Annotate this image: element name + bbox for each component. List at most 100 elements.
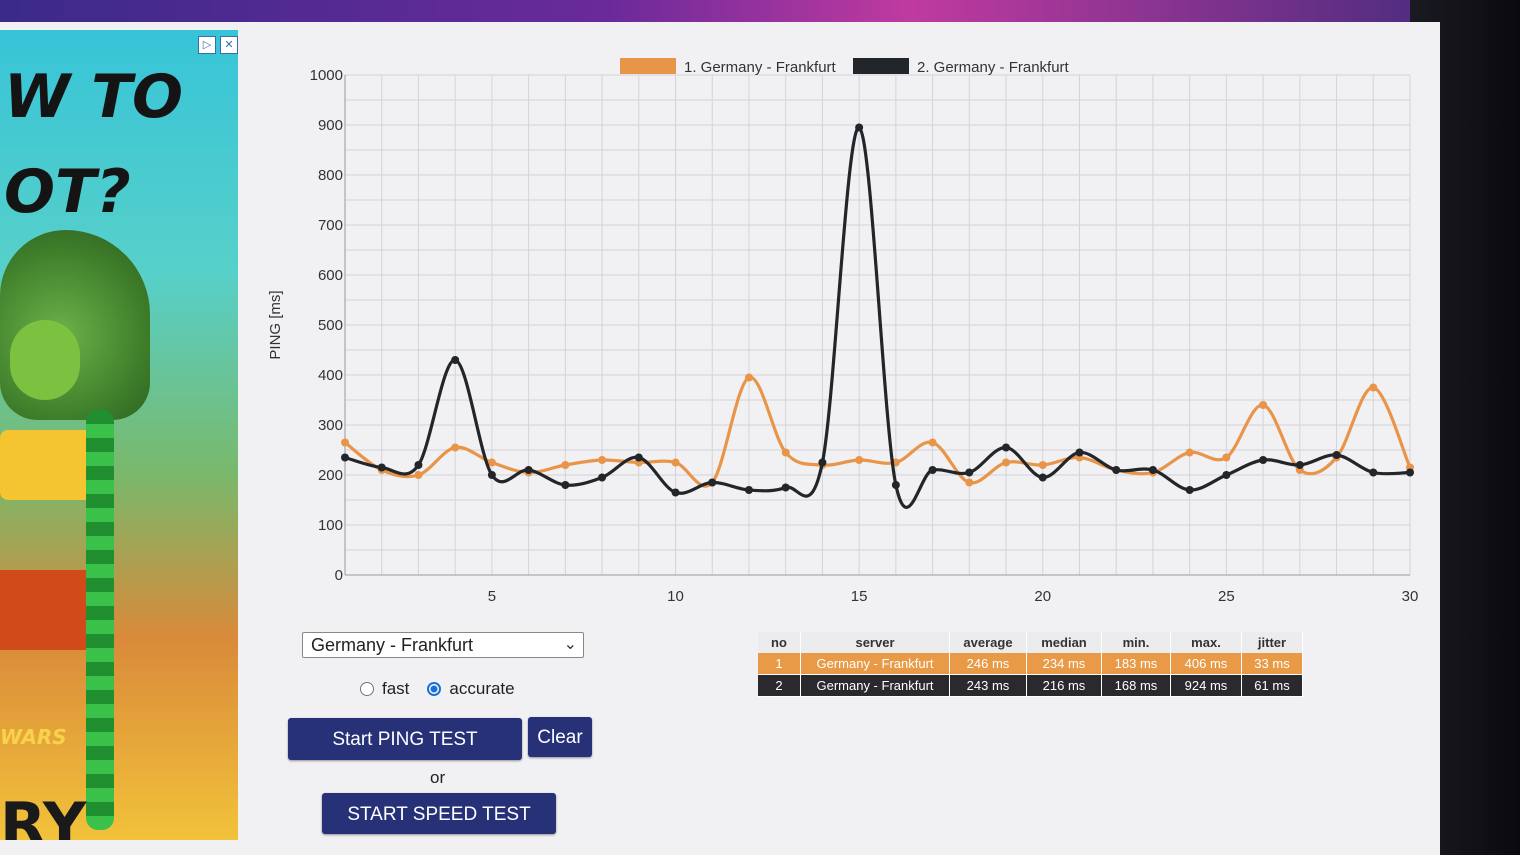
cell-min: 168 ms	[1101, 674, 1171, 697]
series-2-point	[928, 466, 937, 474]
col-no: no	[758, 632, 801, 653]
cell-no: 2	[758, 674, 801, 697]
chevron-down-icon: ⌄	[563, 636, 577, 653]
series-2-point	[341, 453, 349, 462]
ad-lava-block	[0, 570, 95, 650]
series-1-point	[781, 448, 790, 457]
col-min: min.	[1101, 632, 1171, 653]
series-line-1	[344, 375, 1412, 488]
radio-fast[interactable]	[360, 682, 374, 696]
advertisement[interactable]: W TO OT? ▷ ✕ WARS RY	[0, 30, 238, 840]
series-2-point	[1185, 486, 1194, 494]
series-1-point	[1222, 453, 1231, 462]
cell-max: 406 ms	[1170, 653, 1242, 675]
series-2-point	[818, 458, 827, 467]
cell-jitter: 61 ms	[1241, 674, 1303, 697]
series-1-point	[451, 443, 460, 452]
radio-fast-label: fast	[382, 679, 410, 698]
series-2-point	[1259, 456, 1268, 464]
legend-label-1: 1. Germany - Frankfurt	[684, 59, 837, 76]
x-tick-label: 20	[1034, 588, 1051, 605]
series-2-point	[781, 483, 790, 492]
series-1-point	[1038, 461, 1047, 469]
series-2-point	[744, 486, 753, 494]
series-2-point	[598, 473, 607, 482]
series-1-point	[598, 456, 607, 464]
results-table: no server average median min. max. jitte…	[758, 632, 1303, 697]
y-tick-label: 600	[318, 267, 343, 284]
series-2-point	[1406, 468, 1414, 477]
ad-character-face	[10, 320, 80, 400]
series-1-point	[1259, 401, 1268, 409]
series-2-point	[1112, 466, 1121, 474]
series-2-point	[377, 463, 386, 472]
legend-swatch-1	[620, 58, 676, 74]
cell-server: Germany - Frankfurt	[800, 653, 950, 675]
legend-swatch-2	[853, 58, 909, 74]
cell-min: 183 ms	[1101, 653, 1171, 675]
y-tick-label: 700	[318, 217, 343, 234]
clear-button[interactable]: Clear	[528, 717, 592, 757]
server-select-value: Germany - Frankfurt	[311, 635, 474, 655]
ad-vine	[86, 410, 114, 830]
series-2-point	[1295, 461, 1304, 469]
cell-median: 234 ms	[1026, 653, 1102, 675]
series-2-point	[708, 478, 717, 487]
cell-average: 243 ms	[949, 674, 1027, 697]
series-2-point	[524, 466, 533, 474]
y-tick-label: 1000	[310, 67, 343, 84]
series-1-point	[341, 438, 349, 447]
legend-label-2: 2. Germany - Frankfurt	[917, 59, 1070, 76]
series-2-point	[1332, 451, 1341, 459]
cell-jitter: 33 ms	[1241, 653, 1303, 675]
y-tick-label: 500	[318, 317, 343, 334]
start-speed-test-button[interactable]: START SPEED TEST	[322, 793, 556, 834]
x-tick-label: 30	[1402, 588, 1419, 605]
series-1-point	[1185, 448, 1194, 457]
col-jitter: jitter	[1241, 632, 1303, 653]
y-tick-label: 0	[335, 567, 343, 584]
x-tick-label: 5	[488, 588, 496, 605]
series-2-point	[1002, 443, 1011, 452]
y-tick-label: 800	[318, 167, 343, 184]
series-2-point	[451, 356, 460, 364]
mode-radio-group: fast accurate	[360, 676, 533, 702]
series-1-point	[744, 373, 753, 382]
y-tick-label: 200	[318, 467, 343, 484]
series-2-point	[965, 468, 974, 477]
y-axis-label: PING [ms]	[267, 290, 284, 359]
ad-info-icon[interactable]: ▷	[198, 36, 216, 54]
series-2-point	[891, 481, 900, 489]
series-1-point	[928, 438, 937, 447]
series-1-point	[1002, 458, 1011, 467]
ad-brand: WARS	[0, 725, 67, 749]
start-ping-test-button[interactable]: Start PING TEST	[288, 718, 522, 760]
ad-headline: W TO OT?	[4, 62, 184, 227]
cell-max: 924 ms	[1170, 674, 1242, 697]
ping-chart: 0 100 200 300 400 500 600 700 800 900 1000 5 10 15 20 2…	[245, 40, 1435, 620]
server-select[interactable]: Germany - Frankfurt ⌄	[302, 632, 584, 658]
series-2-point	[1148, 466, 1157, 474]
table-row: 2 Germany - Frankfurt 243 ms 216 ms 168 …	[758, 674, 1303, 697]
col-server: server	[800, 632, 950, 653]
series-2-point	[855, 123, 864, 132]
series-1-point	[1369, 383, 1378, 392]
series-1-point	[561, 461, 570, 469]
y-tick-label: 400	[318, 367, 343, 384]
cell-median: 216 ms	[1026, 674, 1102, 697]
col-max: max.	[1170, 632, 1242, 653]
x-tick-label: 10	[667, 588, 684, 605]
x-tick-label: 25	[1218, 588, 1235, 605]
series-1-point	[487, 458, 496, 467]
series-1-point	[414, 471, 423, 479]
radio-accurate[interactable]	[427, 682, 442, 696]
page	[0, 22, 1440, 855]
cell-average: 246 ms	[949, 653, 1027, 675]
y-tick-label: 100	[318, 517, 343, 534]
series-2-point	[1038, 473, 1047, 482]
series-1-point	[671, 458, 680, 467]
y-tick-label: 900	[318, 117, 343, 134]
cell-no: 1	[758, 653, 801, 675]
ad-close-icon[interactable]: ✕	[220, 36, 238, 54]
col-median: median	[1026, 632, 1102, 653]
